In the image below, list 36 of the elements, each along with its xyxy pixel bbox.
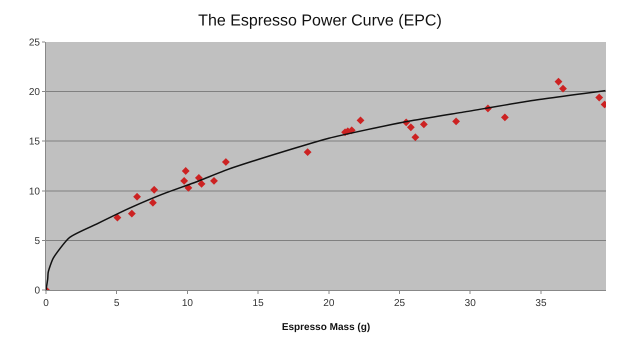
y-tick-label: 10 [28, 186, 40, 198]
y-tick-label: 15 [28, 136, 40, 148]
chart-title: The Espresso Power Curve (EPC) [198, 12, 442, 30]
point [304, 148, 312, 156]
point [128, 210, 136, 218]
point [554, 78, 562, 86]
point [595, 94, 604, 102]
point [133, 192, 141, 201]
point [114, 214, 122, 222]
x-tick-label: 35 [535, 298, 547, 309]
point [406, 123, 415, 132]
x-tick-label: 0 [43, 298, 50, 309]
point [182, 167, 190, 175]
x-tick-label: 30 [464, 298, 476, 309]
point [198, 180, 206, 188]
y-tick-label: 0 [34, 286, 40, 296]
point [559, 84, 567, 93]
x-tick-label: 10 [182, 298, 194, 309]
x-tick-label: 15 [252, 298, 264, 309]
x-tick-label: 20 [323, 298, 335, 309]
point [420, 120, 428, 128]
x-tick-label: 25 [394, 298, 406, 309]
point [411, 133, 420, 142]
y-tick-label: 25 [28, 38, 40, 48]
point [210, 176, 218, 185]
x-axis-title: Espresso Mass (g) [282, 322, 370, 333]
y-tick-label: 20 [28, 87, 40, 98]
x-tick-label: 5 [114, 298, 120, 309]
y-tick-label: 5 [34, 236, 40, 247]
point [222, 158, 230, 166]
point [149, 198, 157, 207]
point [180, 176, 188, 185]
point [452, 117, 460, 126]
point [500, 113, 509, 122]
point [356, 116, 364, 124]
point [150, 186, 158, 194]
